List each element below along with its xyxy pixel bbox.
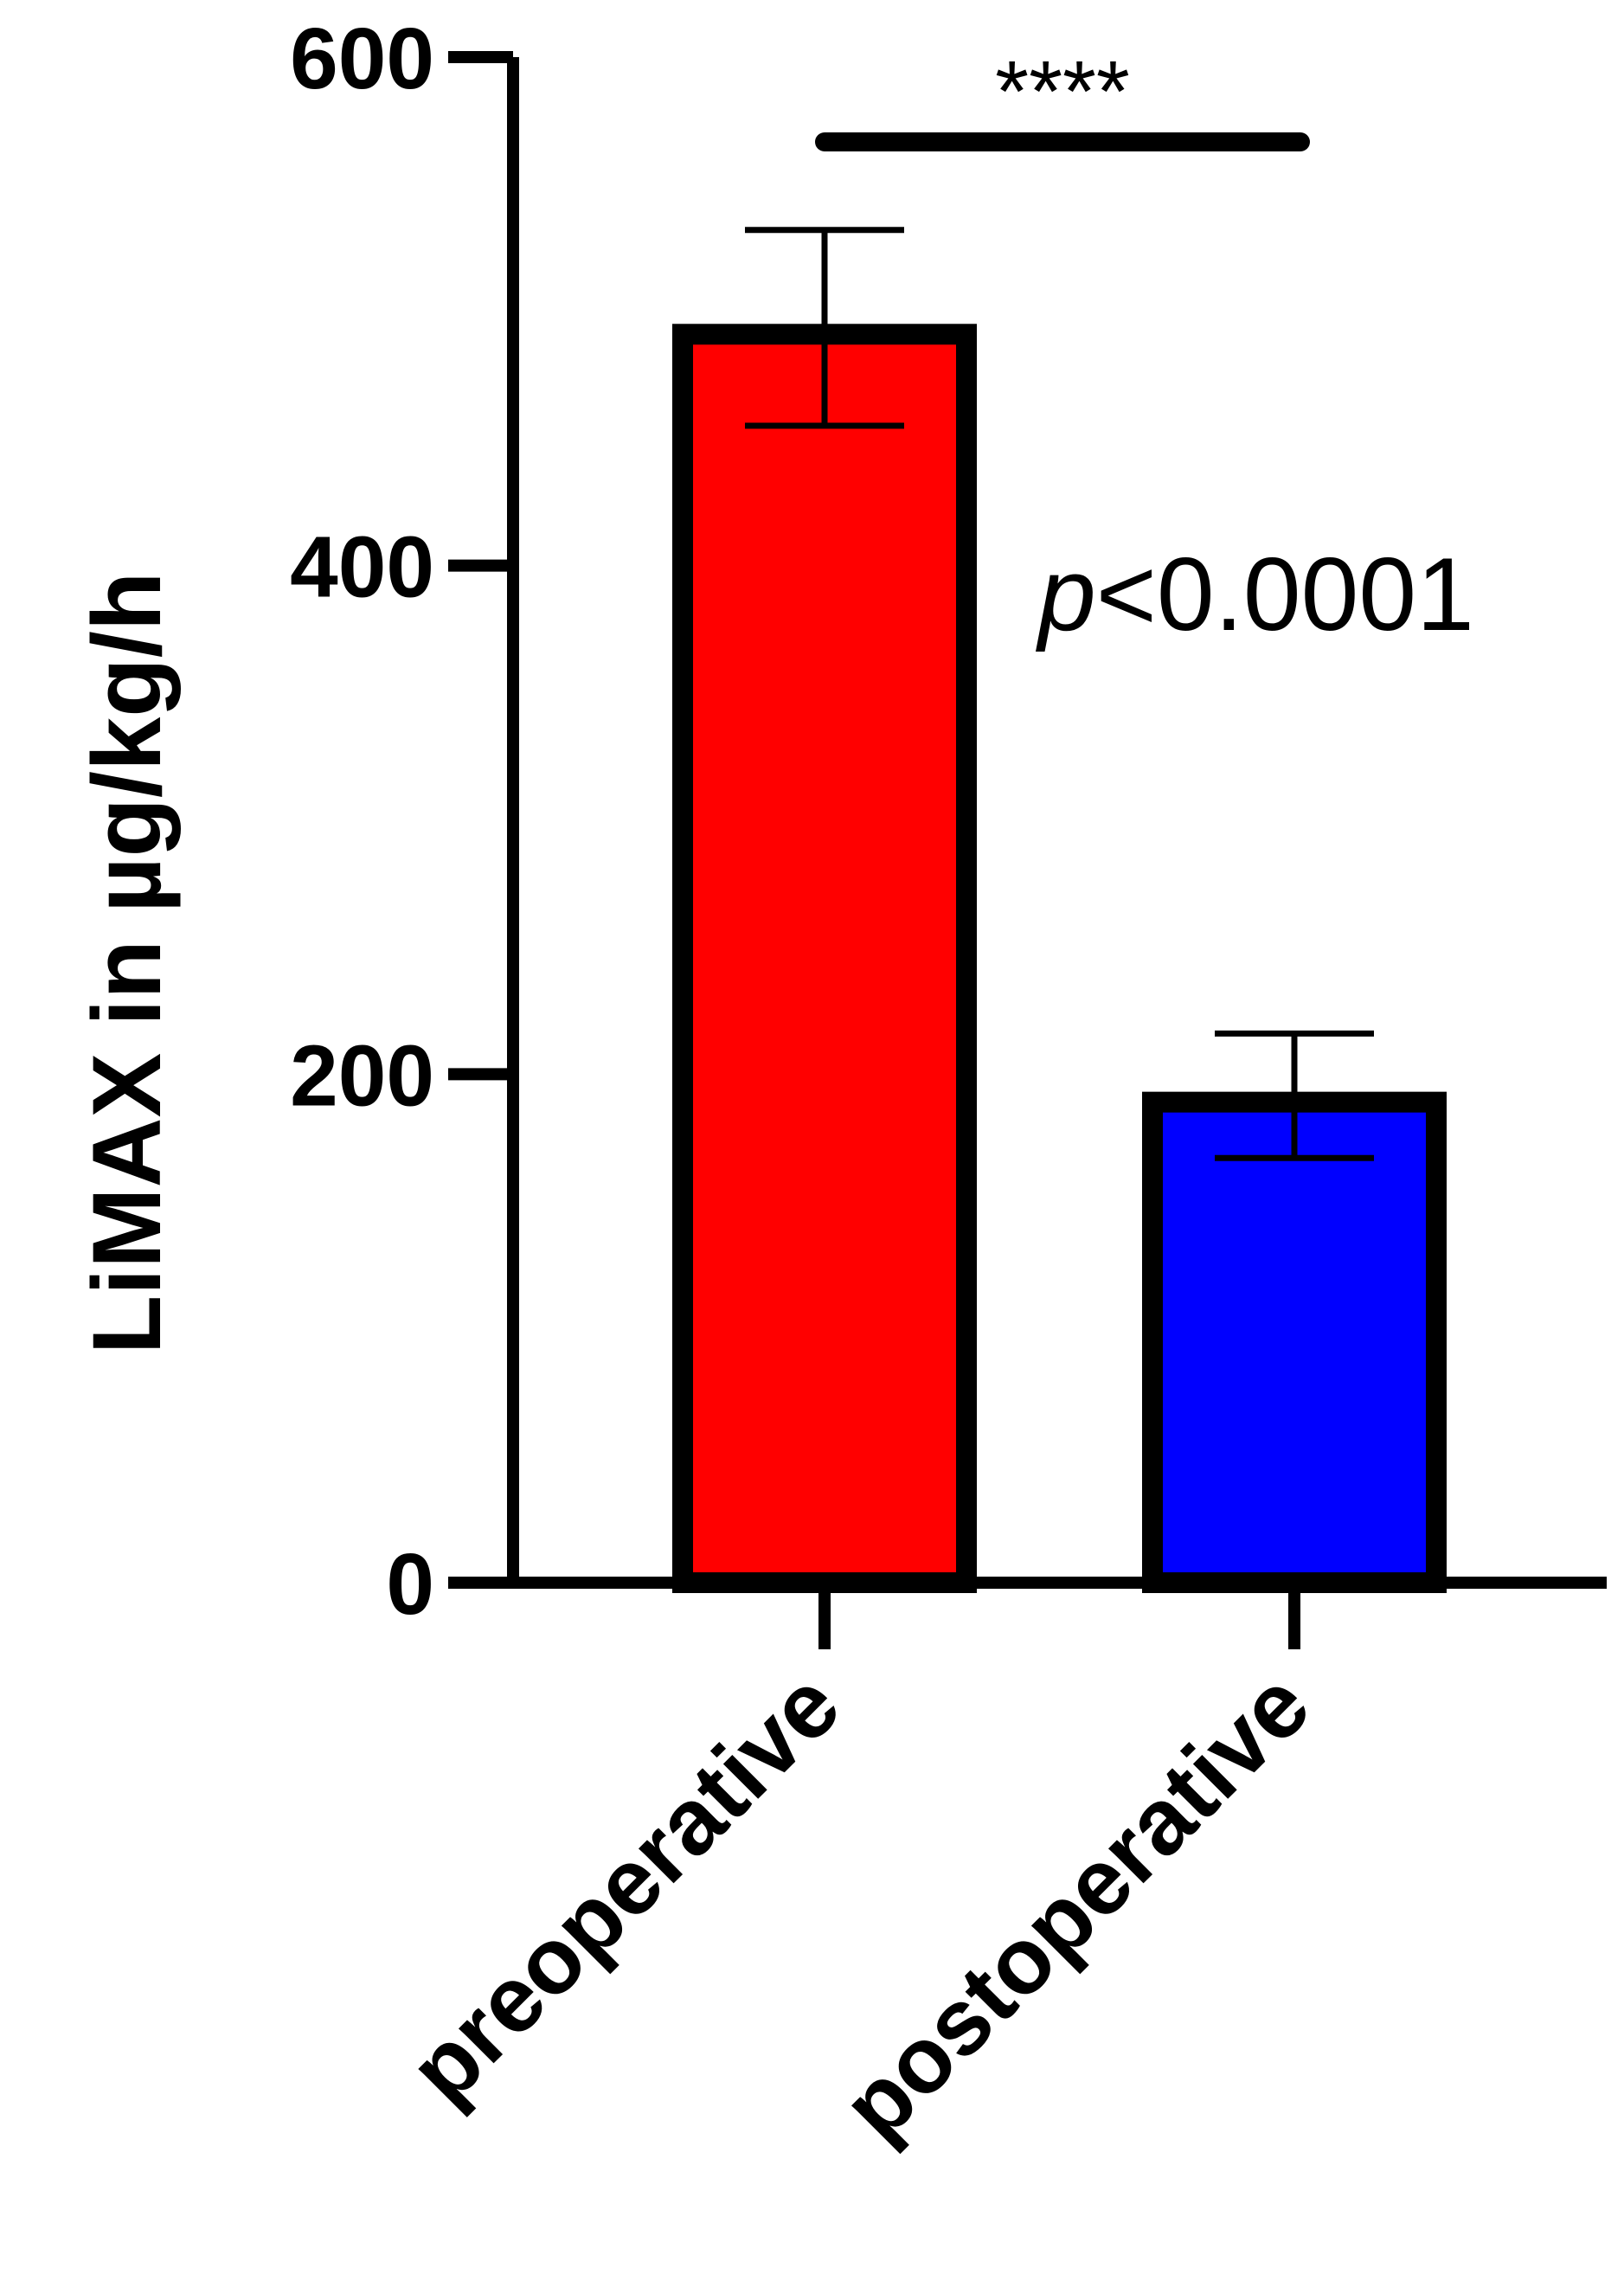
y-tick-label: 0 <box>386 1536 434 1633</box>
bar-preoperative <box>672 324 977 1593</box>
bar-postoperative <box>1142 1091 1447 1593</box>
significance-stars: **** <box>995 43 1130 140</box>
y-tick-label: 200 <box>290 1027 434 1124</box>
p-value-number: <0.0001 <box>1096 537 1474 652</box>
y-axis-title: LiMAX in µg/kg/h <box>73 572 181 1354</box>
y-axis-ticks: 0 200 400 600 <box>290 10 513 1633</box>
bars-group <box>672 227 1447 1593</box>
p-value-annotation: p<0.0001 <box>1036 537 1474 652</box>
y-tick-label: 400 <box>290 519 434 616</box>
y-tick-label: 600 <box>290 10 434 107</box>
p-value-prefix: p <box>1036 537 1096 652</box>
x-tick-label: preoperative <box>388 1652 859 2123</box>
x-tick-label: postoperative <box>822 1652 1329 2159</box>
